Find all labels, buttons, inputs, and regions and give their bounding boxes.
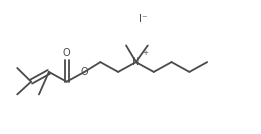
Text: I⁻: I⁻ [139,14,147,24]
Text: O: O [81,67,88,77]
Text: O: O [63,48,70,58]
Text: N: N [132,57,140,67]
Text: +: + [142,50,148,56]
